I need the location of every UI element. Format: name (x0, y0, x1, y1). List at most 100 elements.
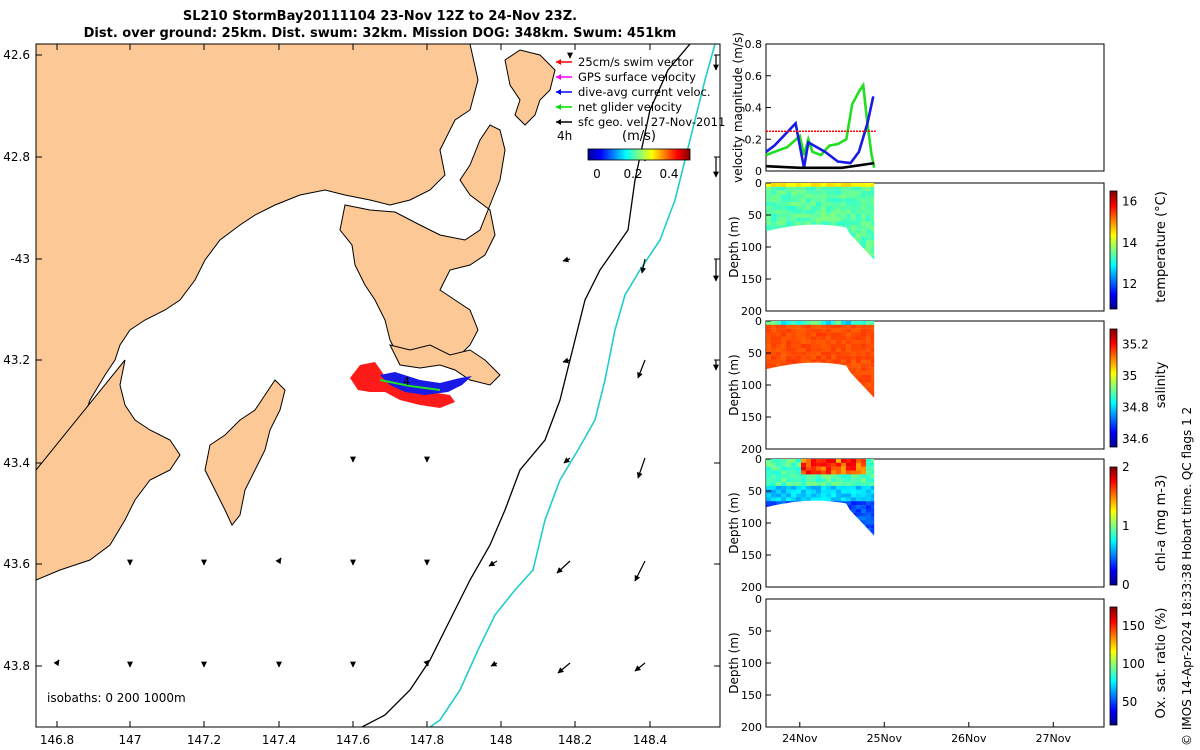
section-cell (766, 340, 772, 345)
section-cell (866, 351, 872, 356)
section-cell (866, 382, 872, 387)
lon-tick-label: 147.2 (187, 733, 221, 747)
section-cell (871, 382, 875, 387)
section-cell (766, 332, 772, 337)
section-cell (821, 497, 827, 502)
section-cell (851, 470, 857, 475)
section-cell (796, 340, 802, 345)
section-cell (786, 336, 792, 341)
section-cell (846, 190, 852, 195)
section-cell (841, 186, 847, 191)
section-cell (866, 355, 872, 360)
section-cell (786, 328, 792, 333)
section-cell (816, 462, 822, 467)
section-cell (781, 462, 787, 467)
date-tick-label: 27Nov (1036, 732, 1072, 745)
section-cell (851, 485, 857, 490)
section-cell (806, 359, 812, 364)
section-cell (806, 351, 812, 356)
section-cell (821, 489, 827, 494)
section-cell (871, 485, 875, 490)
map-panel: 4 isobaths: 0 200 1000m 146.8 147 147.2 147… (3, 43, 725, 747)
geo-velocity-arrow (636, 457, 646, 479)
section-cell (781, 478, 787, 483)
section-cell (796, 462, 802, 467)
section-cell (851, 459, 857, 463)
section-cell (826, 493, 832, 498)
section-cell (791, 497, 797, 502)
section-cell (851, 186, 857, 191)
section-cell (836, 332, 842, 337)
section-cell (786, 347, 792, 352)
section-cell (846, 217, 852, 222)
section-cell (836, 482, 842, 486)
section-cell (861, 466, 867, 471)
section-cell (821, 482, 827, 486)
section-cell (786, 209, 792, 214)
section-cell (771, 482, 777, 486)
section-cell (781, 206, 787, 210)
section-cell (856, 232, 862, 237)
section-cell (871, 336, 875, 341)
colorbar-tick-label: 0 (593, 167, 601, 181)
section-cell (786, 321, 792, 325)
section-cell (861, 232, 867, 237)
section-cell (766, 355, 772, 360)
section-cell (861, 186, 867, 191)
section-cell (801, 355, 807, 360)
section-cell (801, 217, 807, 222)
section-cell (776, 497, 782, 502)
section-cell (856, 493, 862, 498)
section-cell (796, 183, 802, 187)
section-cell (861, 508, 867, 513)
section-cell (806, 347, 812, 352)
date-tick-label: 26Nov (951, 732, 987, 745)
depth-tick-label: 200 (741, 581, 762, 594)
section-cell (851, 209, 857, 214)
section-cell (821, 217, 827, 222)
section-cell (786, 462, 792, 467)
section-cell (796, 489, 802, 494)
section-cell (796, 221, 802, 226)
section-cell (861, 209, 867, 214)
section-cell (766, 321, 772, 325)
section-cell (821, 347, 827, 352)
section-cell (811, 332, 817, 337)
depth-tick-label: 150 (741, 689, 762, 702)
figure-title: SL210 StormBay20111104 23-Nov 12Z to 24-… (182, 9, 578, 24)
section-cell (811, 213, 817, 218)
section-cell (861, 470, 867, 475)
section-cell (811, 194, 817, 199)
section-cell (866, 324, 872, 329)
depth-tick-label: 0 (755, 593, 762, 606)
section-cell (871, 321, 875, 325)
section-cell (791, 462, 797, 467)
section-cell (866, 386, 872, 391)
section-cell (791, 332, 797, 337)
section-cell (816, 482, 822, 486)
lat-tick-label: 43.4 (3, 456, 30, 470)
section-cell (816, 221, 822, 226)
depth-tick-label: 100 (741, 517, 762, 530)
lon-tick-label: 148 (490, 733, 513, 747)
section-cell (766, 462, 772, 467)
section-cell (816, 186, 822, 191)
section-cell (851, 489, 857, 494)
section-cell (841, 497, 847, 502)
section-cell (796, 485, 802, 490)
section-cell (856, 516, 862, 521)
section-cell (786, 489, 792, 494)
section-cell (791, 470, 797, 475)
section-cell (846, 209, 852, 214)
section-cell (851, 221, 857, 226)
section-cell (816, 351, 822, 356)
section-cell (831, 183, 837, 187)
section-cell (771, 194, 777, 199)
section-cell (781, 340, 787, 345)
section-cell (836, 198, 842, 203)
section-cell (776, 501, 782, 506)
section-cell (871, 256, 875, 260)
section-cell (821, 462, 827, 467)
section-cell (836, 221, 842, 226)
